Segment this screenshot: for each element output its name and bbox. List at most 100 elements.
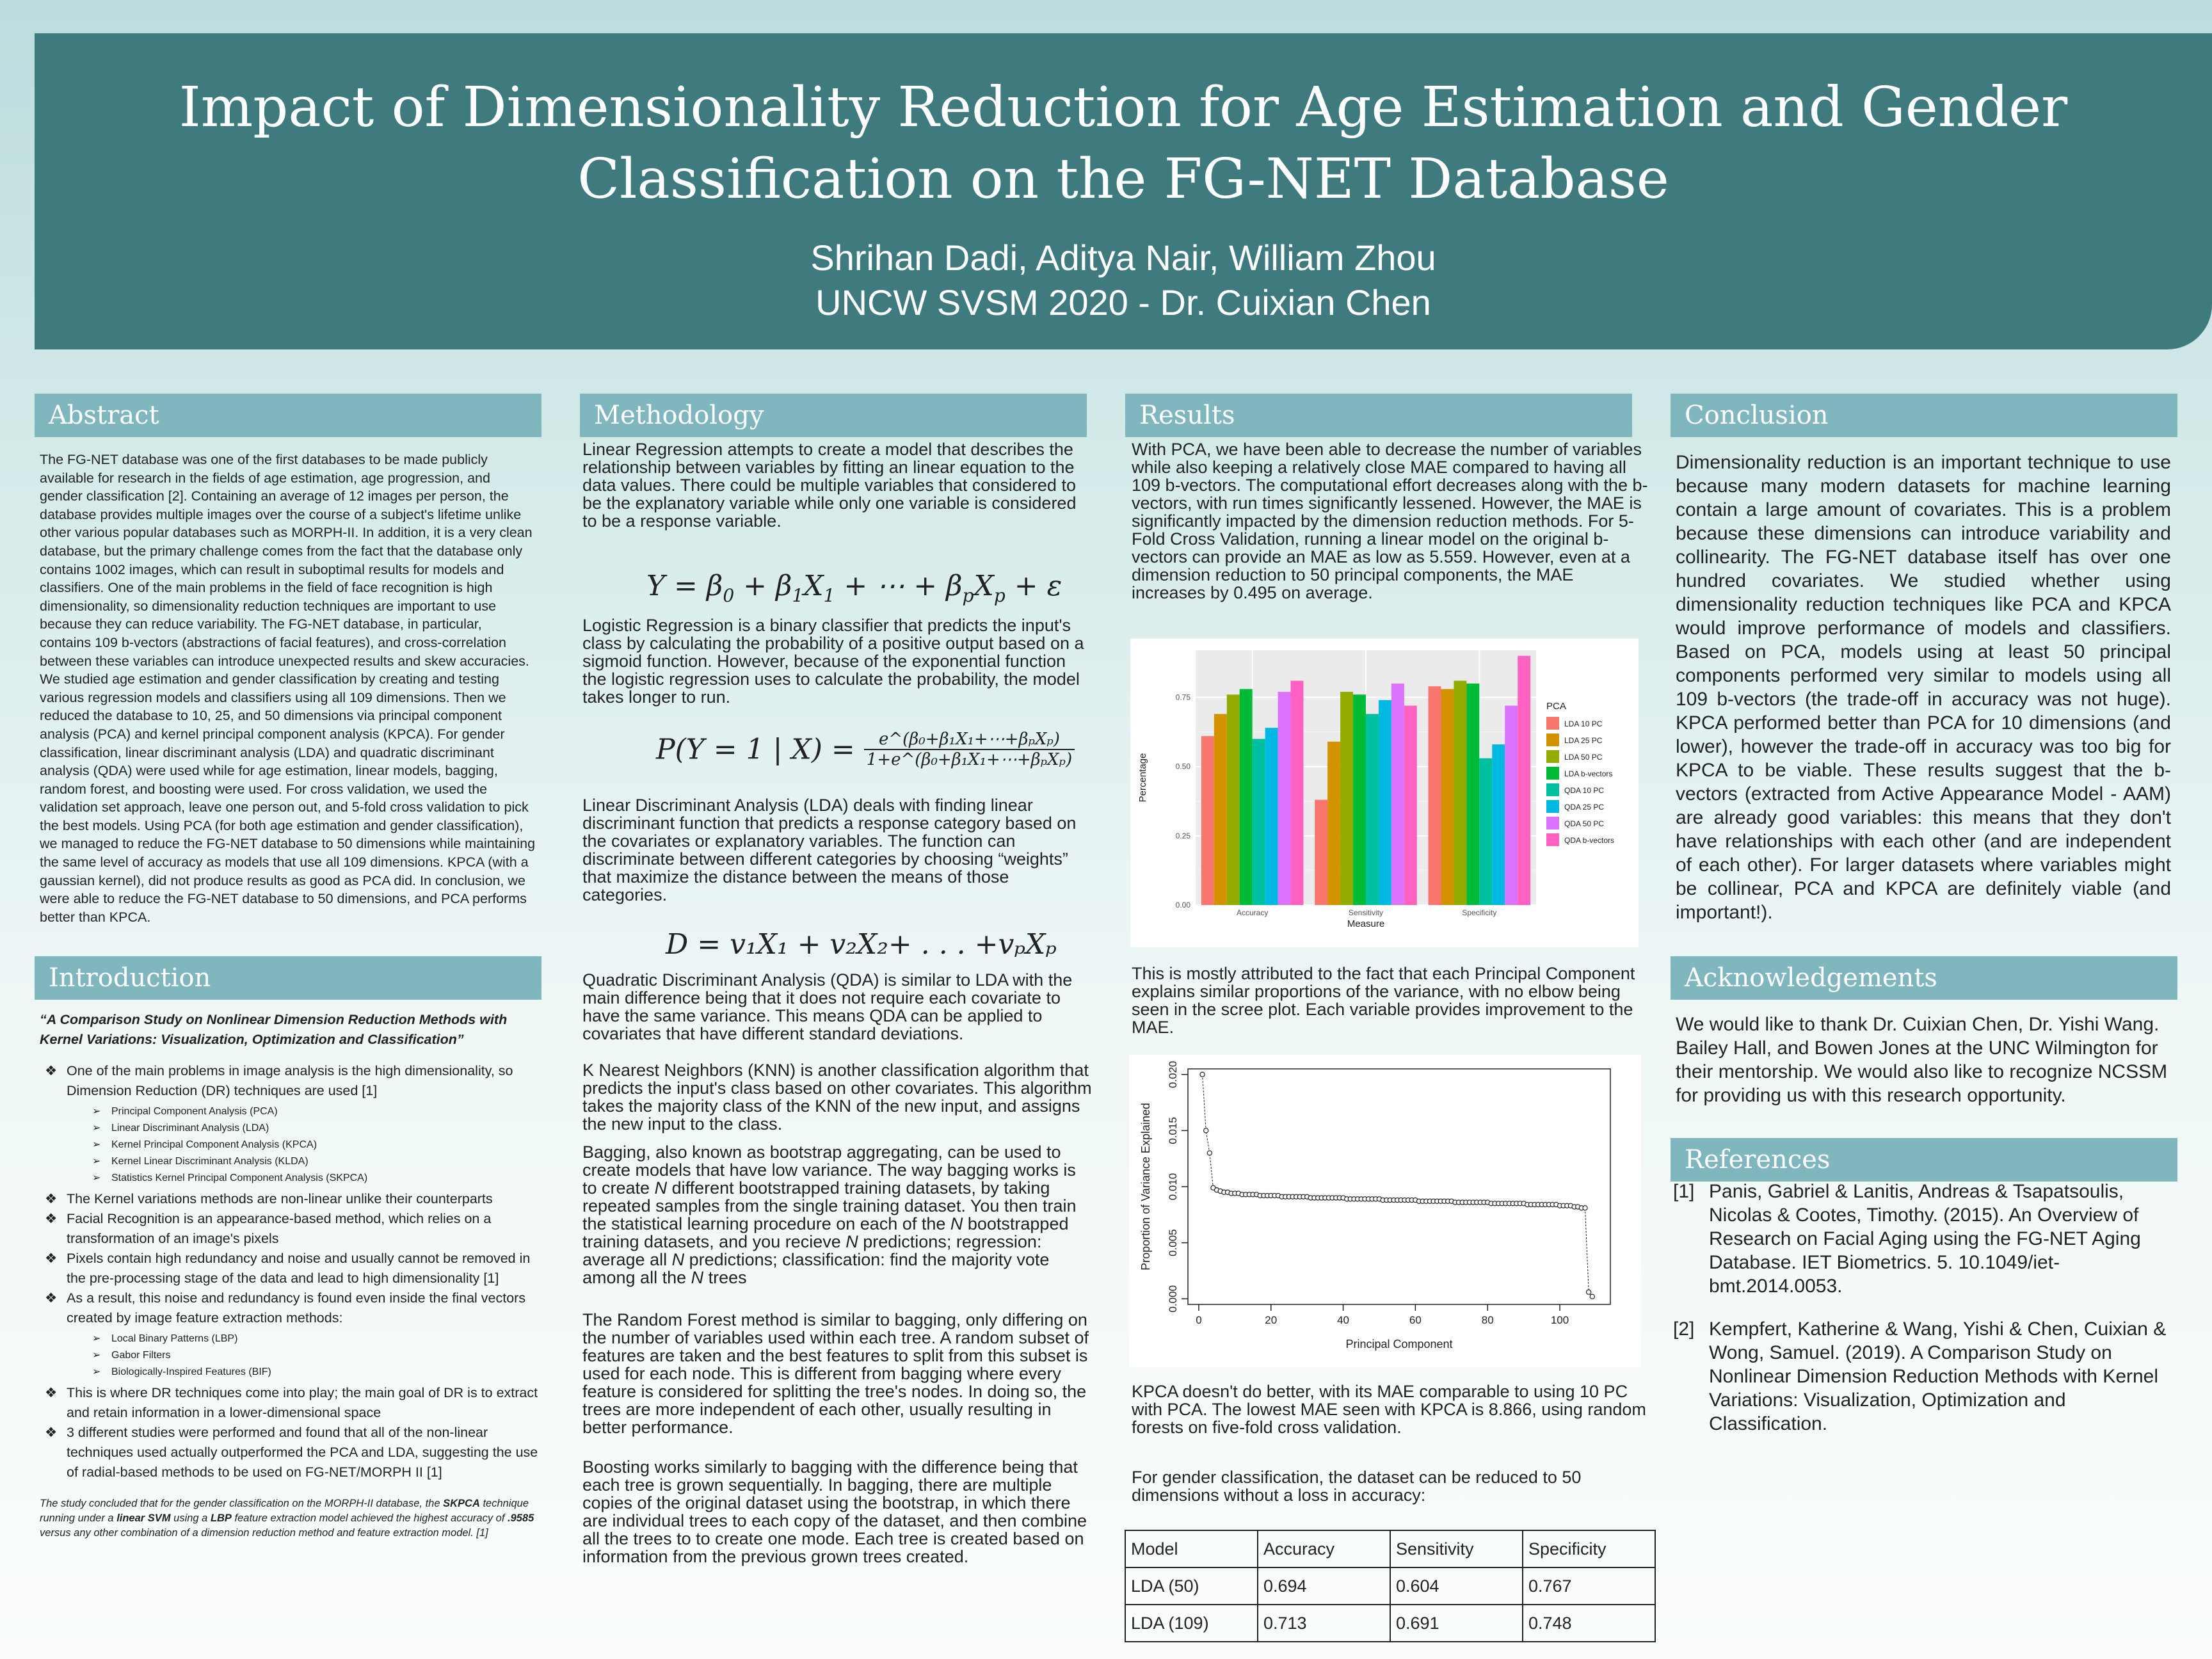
table-header-cell: Specificity (1522, 1530, 1656, 1568)
bar-chart-svg: 0.00 0.25 0.50 0.75 Accuracy Sensitivity Speci… (1137, 650, 1614, 929)
references-heading: References (1671, 1138, 2177, 1182)
diamond-bullet-icon: ❖ (45, 1063, 58, 1078)
table-row: LDA (109) 0.713 0.691 0.748 (1125, 1604, 1656, 1642)
arrow-bullet-icon: ➢ (92, 1139, 101, 1150)
linear-regression-text: Linear Regression attempts to create a m… (582, 440, 1077, 531)
arrow-bullet-icon: ➢ (92, 1333, 101, 1344)
x-axis-label: Measure (1347, 918, 1384, 929)
bar (1340, 691, 1354, 905)
scree-plot-explanation: This is mostly attributed to the fact th… (1132, 964, 1635, 1037)
accuracy-bar-chart: 0.00 0.25 0.50 0.75 Accuracy Sensitivity Speci… (1130, 639, 1639, 947)
reference-number: [1] (1673, 1181, 1695, 1202)
bar (1366, 714, 1379, 905)
data-point (1585, 1289, 1592, 1295)
list-item: ❖ 3 different studies were performed and … (40, 1423, 539, 1482)
diamond-bullet-icon: ❖ (45, 1191, 58, 1206)
list-item: ➢ Principal Component Analysis (PCA) (92, 1103, 539, 1120)
table-row: LDA (50) 0.694 0.604 0.767 (1125, 1567, 1656, 1605)
x-tick-label: Accuracy (1237, 908, 1268, 917)
conclusion-body: Dimensionality reduction is an important… (1676, 452, 2171, 923)
bar (1315, 799, 1328, 905)
bar (1404, 705, 1417, 905)
feature-extraction-list: ➢ Local Binary Patterns (LBP) ➢ Gabor Filt… (92, 1331, 539, 1381)
table-cell: 0.767 (1522, 1567, 1656, 1605)
arrow-bullet-icon: ➢ (92, 1350, 101, 1361)
y-tick-label: 0.015 (1167, 1117, 1179, 1144)
data-point (1589, 1294, 1595, 1299)
bar (1265, 728, 1278, 905)
y-tick-label: 0.000 (1167, 1285, 1179, 1313)
bar (1441, 689, 1454, 905)
bar (1278, 691, 1291, 905)
arrow-bullet-icon: ➢ (92, 1366, 101, 1377)
arrow-bullet-icon: ➢ (92, 1173, 101, 1183)
table-cell: 0.694 (1257, 1567, 1391, 1605)
lda-text: Linear Discriminant Analysis (LDA) deals… (582, 796, 1077, 904)
legend-swatch (1546, 750, 1559, 763)
legend-swatch (1546, 717, 1559, 730)
introduction-heading: Introduction (35, 956, 541, 1000)
bagging-text: Bagging, also known as bootstrap aggrega… (582, 1142, 1077, 1287)
legend-swatch (1546, 767, 1559, 780)
x-tick-label: 100 (1551, 1314, 1569, 1326)
diamond-bullet-icon: ❖ (45, 1425, 58, 1440)
methodology-heading: Methodology (580, 394, 1087, 437)
table-cell: LDA (109) (1125, 1604, 1258, 1642)
data-point (1199, 1071, 1205, 1077)
table-cell: 0.713 (1257, 1604, 1391, 1642)
data-point (1206, 1150, 1213, 1156)
legend-label: QDA 25 PC (1564, 803, 1604, 812)
linear-regression-equation: Y = β0 + β1X1 + ⋯ + βpXp + ε (646, 570, 1062, 606)
table-header-cell: Model (1125, 1530, 1258, 1568)
list-item: ❖ The Kernel variations methods are non-l… (40, 1189, 539, 1209)
legend-label: LDA 50 PC (1564, 753, 1603, 762)
abstract-body: The FG-NET database was one of the first… (40, 452, 536, 925)
x-axis-label: Principal Component (1345, 1338, 1452, 1350)
reference-text: Kempfert, Katherine & Wang, Yishi & Chen… (1709, 1318, 2167, 1434)
y-tick-label: 0.010 (1167, 1173, 1179, 1201)
knn-text: K Nearest Neighbors (KNN) is another cla… (582, 1061, 1092, 1134)
legend-swatch (1546, 817, 1559, 830)
list-item: ➢ Biologically-Inspired Features (BIF) (92, 1364, 539, 1381)
poster-title: Impact of Dimensionality Reduction for A… (179, 76, 2068, 211)
diamond-bullet-icon: ❖ (45, 1251, 58, 1266)
list-item: ❖ One of the main problems in image analy… (40, 1061, 539, 1187)
intro-study-title: “A Comparison Study on Nonlinear Dimensi… (40, 1012, 508, 1047)
diamond-bullet-icon: ❖ (45, 1290, 58, 1306)
list-item: ❖ This is where DR techniques come into p… (40, 1383, 539, 1423)
bar (1505, 705, 1518, 905)
table-cell: LDA (50) (1125, 1567, 1258, 1605)
bar (1428, 686, 1441, 905)
bar (1492, 744, 1505, 905)
random-forest-text: The Random Forest method is similar to b… (582, 1310, 1089, 1437)
results-pca-text: With PCA, we have been able to decrease … (1132, 440, 1648, 602)
bar (1201, 736, 1214, 905)
scree-plot: 0 20 40 60 80 100 0.000 0.005 0.010 0.015 0.020 Pri… (1129, 1055, 1641, 1367)
bar (1454, 680, 1467, 905)
bar (1226, 694, 1240, 905)
bar (1214, 714, 1227, 905)
list-item: ➢ Statistics Kernel Principal Component A… (92, 1170, 539, 1187)
list-item: ➢ Linear Discriminant Analysis (LDA) (92, 1120, 539, 1137)
logistic-regression-equation: P(Y = 1 | X) = e^(β₀+β₁X₁+⋯+βₚXₚ) 1+e^(β₀… (656, 730, 1075, 769)
bar (1327, 741, 1341, 905)
data-point (1203, 1128, 1209, 1134)
x-tick-label: 40 (1337, 1314, 1349, 1326)
list-item: ❖ As a result, this noise and redundancy … (40, 1288, 539, 1381)
y-tick-label: 0.25 (1176, 831, 1191, 840)
qda-text: Quadratic Discriminant Analysis (QDA) is… (582, 970, 1073, 1043)
conclusion-heading: Conclusion (1671, 394, 2177, 437)
bar (1391, 683, 1404, 905)
list-item: ❖ Facial Recognition is an appearance-ba… (40, 1209, 539, 1249)
bar (1466, 683, 1480, 905)
legend-label: LDA 10 PC (1564, 719, 1603, 728)
introduction-body: “A Comparison Study on Nonlinear Dimensi… (40, 1010, 539, 1541)
reference-text: Panis, Gabriel & Lanitis, Andreas & Tsap… (1709, 1181, 2141, 1297)
y-tick-label: 0.020 (1167, 1061, 1179, 1088)
y-tick-label: 0.00 (1176, 901, 1191, 910)
legend-swatch (1546, 733, 1559, 746)
y-tick-label: 0.50 (1176, 762, 1191, 771)
list-item: ➢ Gabor Filters (92, 1347, 539, 1364)
author-list: Shrihan Dadi, Aditya Nair, William Zhou (810, 237, 1436, 278)
y-axis-label: Percentage (1137, 753, 1148, 803)
